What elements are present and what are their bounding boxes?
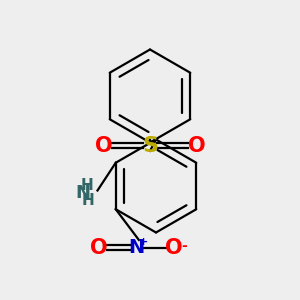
Text: N: N — [128, 238, 145, 257]
Text: H: H — [81, 178, 93, 193]
Text: O: O — [188, 136, 205, 155]
Text: +: + — [139, 237, 148, 247]
Text: O: O — [90, 238, 108, 257]
Text: S: S — [142, 136, 158, 155]
Text: H: H — [82, 193, 94, 208]
Text: -: - — [182, 239, 188, 253]
Text: O: O — [95, 136, 112, 155]
Text: N: N — [75, 184, 90, 202]
Text: O: O — [165, 238, 183, 257]
